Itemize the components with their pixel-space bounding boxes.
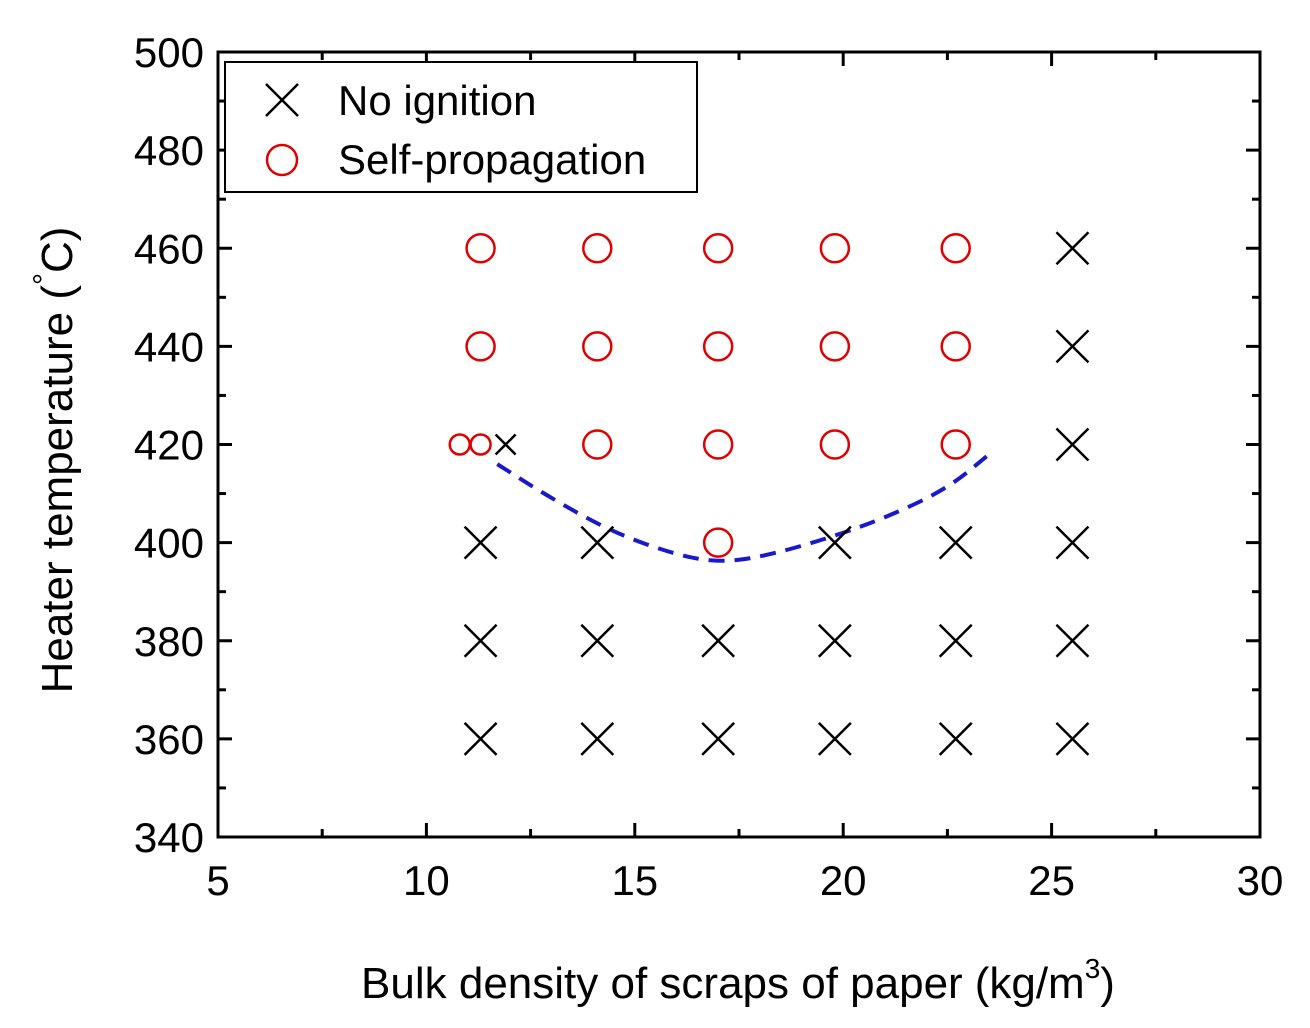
x-tick-label: 5 [206, 857, 229, 904]
y-axis-title: Heater temperature (°C) [28, 227, 82, 694]
self-propagation-point [819, 429, 851, 460]
no-ignition-point [463, 623, 498, 658]
no-ignition-point [938, 623, 973, 658]
x-tick-label: 10 [403, 857, 450, 904]
x-axis-title-sup: 3 [1085, 953, 1101, 984]
self-propagation-point [465, 233, 496, 264]
no-ignition-point [1055, 427, 1090, 462]
self-propagation-point [819, 233, 851, 264]
self-propagation-point [819, 331, 851, 362]
no-ignition-point [817, 721, 852, 756]
no-ignition-point [1055, 329, 1090, 364]
no-ignition-point [1055, 623, 1090, 658]
self-propagation-point [702, 429, 734, 460]
no-ignition-point [817, 623, 852, 658]
self-propagation-point [465, 331, 496, 362]
y-tick-label: 360 [134, 716, 204, 763]
self-propagation-point-small [448, 433, 471, 456]
no-ignition-point [580, 623, 615, 658]
x-axis-title-main: Bulk density of scraps of paper [361, 959, 963, 1008]
no-ignition-point [1055, 231, 1090, 266]
self-propagation-point [702, 527, 734, 558]
y-tick-label: 500 [134, 29, 204, 76]
no-ignition-point [463, 721, 498, 756]
y-tick-label: 460 [134, 225, 204, 272]
no-ignition-point [580, 525, 615, 560]
legend-x-marker-icon [265, 83, 299, 117]
no-ignition-point [701, 721, 736, 756]
x-axis-title: Bulk density of scraps of paper (kg/m3) [361, 953, 1115, 1008]
y-tick-label: 340 [134, 814, 204, 861]
self-propagation-point [582, 429, 613, 460]
y-tick-label: 440 [134, 323, 204, 370]
x-tick-label: 20 [820, 857, 867, 904]
no-ignition-point [701, 623, 736, 658]
no-ignition-point [938, 525, 973, 560]
no-ignition-point [580, 721, 615, 756]
y-axis-title-unit: C) [33, 227, 82, 273]
legend-label-no-ignition: No ignition [338, 77, 536, 124]
self-propagation-point [940, 331, 971, 362]
y-axis-title-degree: ° [28, 273, 61, 285]
legend: No ignition Self-propagation [224, 61, 698, 193]
y-tick-label: 380 [134, 618, 204, 665]
x-tick-label: 25 [1028, 857, 1075, 904]
self-propagation-point [940, 429, 971, 460]
boundary-dashed-curve [496, 452, 991, 563]
boundary-curve-layer [496, 452, 991, 563]
x-axis-title-close: ) [1100, 959, 1115, 1008]
self-propagation-point [702, 331, 734, 362]
no-ignition-point [1055, 721, 1090, 756]
self-propagation-point-small [469, 433, 492, 456]
y-tick-label: 420 [134, 422, 204, 469]
legend-label-self-propagation: Self-propagation [338, 136, 646, 183]
self-propagation-point [940, 233, 971, 264]
self-propagation-point [582, 233, 613, 264]
x-tick-label: 30 [1237, 857, 1284, 904]
self-propagation-point [582, 331, 613, 362]
no-ignition-point [817, 525, 852, 560]
no-ignition-point-small [494, 433, 517, 456]
no-ignition-point [1055, 525, 1090, 560]
x-tick-label: 15 [611, 857, 658, 904]
y-tick-label: 480 [134, 127, 204, 174]
y-axis-title-main: Heater temperature ( [33, 285, 82, 694]
x-axis-title-unit: (kg/m [975, 959, 1085, 1008]
axis-tick-labels: 5 10 15 20 25 30 340 360 380 400 420 440 460 480 500 [134, 29, 1283, 904]
legend-box [224, 61, 698, 193]
legend-circle-marker-icon [265, 143, 299, 177]
no-ignition-point [463, 525, 498, 560]
y-tick-label: 400 [134, 520, 204, 567]
no-ignition-point [938, 721, 973, 756]
data-points-layer [448, 231, 1090, 756]
self-propagation-point [702, 233, 734, 264]
